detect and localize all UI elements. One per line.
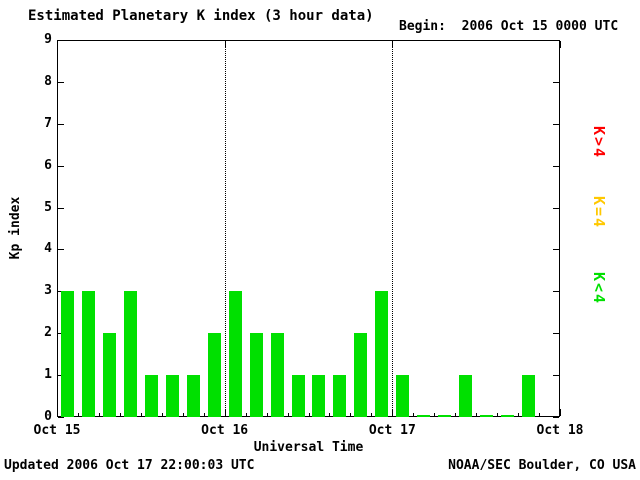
kp-bar [270,333,284,417]
y-tick-label: 4 [44,241,52,257]
minor-tick-mark [497,413,499,416]
y-tick-mark [553,165,559,167]
x-axis-label: Universal Time [253,440,364,455]
minor-tick-mark [371,413,373,416]
kp-bar [228,291,242,417]
y-tick-label: 7 [44,115,52,131]
y-tick-mark [553,40,559,41]
kp-bar [522,375,536,417]
minor-tick-mark [182,413,184,416]
y-tick-label: 3 [44,283,52,299]
kp-bar [501,415,515,417]
day-boundary-line [224,41,226,416]
minor-tick-mark [203,413,205,416]
minor-tick-mark [518,413,520,416]
source-attribution: NOAA/SEC Boulder, CO USA [448,458,636,473]
minor-tick-mark [434,413,436,416]
minor-tick-mark [245,413,247,416]
begin-timestamp-label: Begin: 2006 Oct 15 0000 UTC [399,19,619,34]
kp-bar [396,375,410,417]
minor-tick-mark [350,413,352,416]
x-tick-label: Oct 15 [33,423,81,438]
kp-bar [60,291,74,417]
y-tick-label: 0 [44,409,52,424]
kp-bar [102,333,116,417]
y-tick-mark [553,207,559,209]
y-tick-mark [58,207,64,209]
y-tick-mark [553,123,559,125]
kp-bar [249,333,263,417]
kp-bar [333,375,347,417]
updated-timestamp: Updated 2006 Oct 17 22:00:03 UTC [4,458,255,473]
kp-bar [207,333,221,417]
minor-tick-mark [266,413,268,416]
y-tick-label: 8 [44,73,52,89]
kp-bar [81,291,95,417]
y-tick-mark [553,291,559,293]
kp-bar [186,375,200,417]
minor-tick-mark [539,413,541,416]
x-tick-label: Oct 18 [536,423,584,438]
kp-bar [438,415,452,417]
y-tick-mark [58,123,64,125]
y-tick-mark [553,375,559,377]
plot-area-frame [57,40,560,417]
kp-bar [354,333,368,417]
legend-item: K>4 [590,126,608,160]
kp-bar [291,375,305,417]
y-tick-label: 5 [44,199,52,215]
y-tick-mark [553,81,559,83]
kp-bar [144,375,158,417]
minor-tick-mark [455,413,457,416]
minor-tick-mark [119,413,121,416]
y-tick-mark [553,417,559,418]
minor-tick-mark [140,413,142,416]
kp-bar [480,415,494,417]
y-tick-mark [58,81,64,83]
y-tick-mark [58,417,64,418]
x-tick-label: Oct 16 [201,423,249,438]
minor-tick-mark [329,413,331,416]
x-tick-mark [57,41,58,48]
y-tick-label: 1 [44,367,52,383]
minor-tick-mark [77,413,79,416]
x-tick-mark [57,409,58,416]
minor-tick-mark [308,413,310,416]
y-tick-label: 6 [44,157,52,173]
kp-bar [375,291,389,417]
minor-tick-mark [287,413,289,416]
y-tick-mark [553,333,559,335]
x-tick-mark [560,409,561,416]
y-tick-mark [58,40,64,41]
kp-bar [459,375,473,417]
y-tick-label: 9 [44,32,52,47]
minor-tick-mark [98,413,100,416]
y-tick-mark [58,249,64,251]
legend-item: K=4 [590,196,608,230]
y-tick-label: 2 [44,325,52,341]
minor-tick-mark [161,413,163,416]
day-boundary-line [392,41,394,416]
minor-tick-mark [476,413,478,416]
y-tick-mark [553,249,559,251]
legend-item: K<4 [590,272,608,306]
kp-bar [165,375,179,417]
kp-bar [123,291,137,417]
kp-bar [312,375,326,417]
x-tick-label: Oct 17 [368,423,416,438]
kp-bar [417,415,431,417]
x-tick-mark [560,41,561,48]
y-axis-label: Kp index [8,196,23,260]
chart-title: Estimated Planetary K index (3 hour data… [28,8,374,24]
minor-tick-mark [413,413,415,416]
y-tick-mark [58,165,64,167]
